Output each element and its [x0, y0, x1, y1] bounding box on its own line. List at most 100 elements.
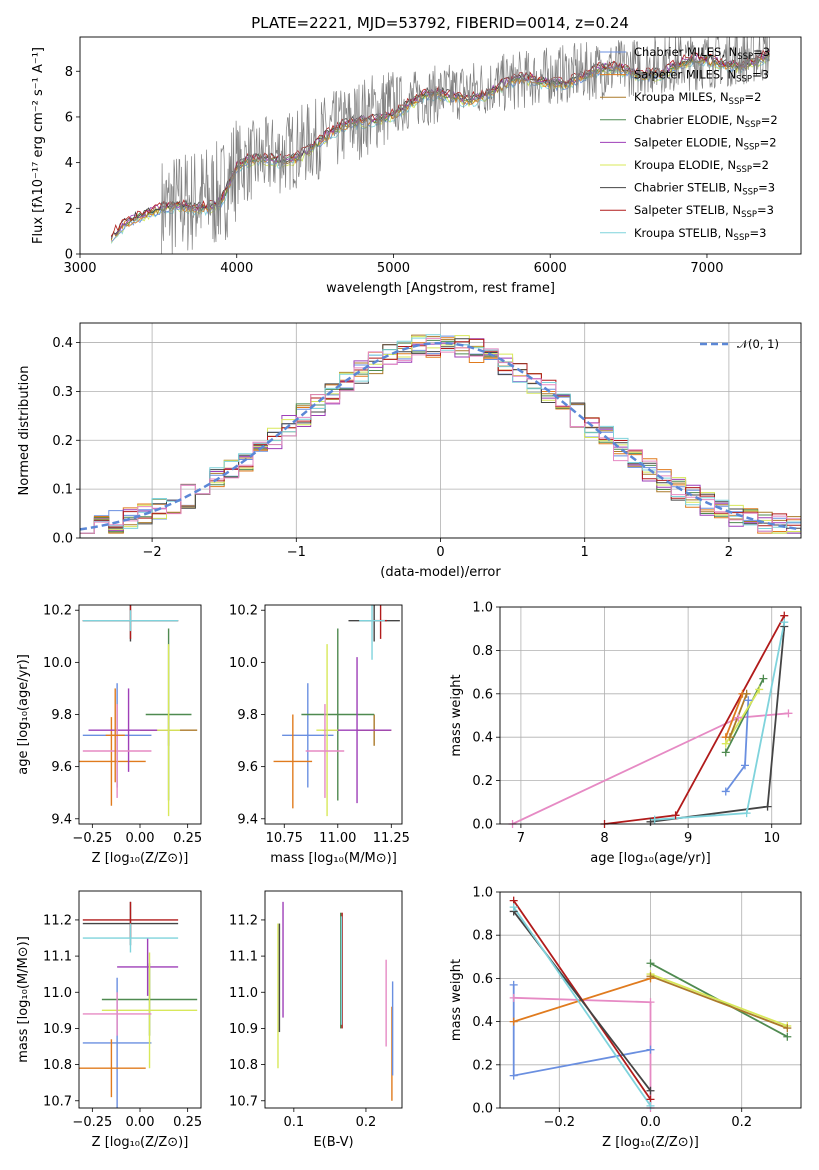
marker-km — [783, 1024, 792, 1033]
plot-area — [110, 37, 771, 254]
x-axis-label: (data-model)/error — [380, 565, 501, 580]
x-tick-label: 0.2 — [731, 1115, 752, 1130]
y-tick-label: 0.2 — [472, 1058, 493, 1073]
y-tick-label: 0.4 — [472, 731, 493, 746]
y-tick-label: 9.8 — [51, 708, 72, 723]
marker-ce — [721, 748, 730, 757]
axes-frame — [264, 890, 403, 1109]
observed-spectrum — [161, 37, 771, 254]
y-tick-label: 11.1 — [229, 950, 258, 965]
marker-pink — [784, 709, 793, 718]
marker-ke — [755, 685, 764, 694]
y-tick-label: 0.2 — [472, 774, 493, 789]
y-tick-label: 9.6 — [51, 760, 72, 775]
panel-residuals: −2 −1 0 1 2 0.0 0.1 0.2 0.3 0.4 (data-model)/error… — [17, 322, 802, 580]
y-axis-label: mass weight — [449, 674, 464, 756]
histogram-pink — [80, 337, 801, 534]
y-tick-label: 9.8 — [237, 708, 258, 723]
marker-cm — [740, 761, 749, 770]
x-tick-label: 6000 — [534, 261, 567, 276]
x-tick-label: 3000 — [63, 261, 96, 276]
y-tick-label: 10.7 — [229, 1094, 258, 1109]
marker-ks — [742, 809, 751, 818]
x-tick-label: 0.2 — [356, 1115, 377, 1130]
chart-layer: 3000 4000 5000 6000 7000 0 2 4 6 8 wavelength [Ang… — [16, 36, 802, 1150]
x-tick-label: 9 — [684, 831, 692, 846]
legend-label: Salpeter STELIB, NSSP=3 — [634, 203, 774, 220]
x-tick-label: 0.00 — [126, 1115, 155, 1130]
marker-cs — [646, 817, 655, 826]
y-tick-label: 11.0 — [43, 986, 72, 1001]
marker-cm — [509, 980, 518, 989]
y-tick-label: 10.0 — [43, 656, 72, 671]
x-tick-label: 8 — [600, 831, 608, 846]
y-tick-label: 10.8 — [229, 1058, 258, 1073]
x-tick-label: 0 — [436, 545, 444, 560]
legend-label: Chabrier MILES, NSSP=3 — [634, 45, 770, 62]
x-tick-label: 11.25 — [373, 831, 410, 846]
x-axis-label: Z [log₁₀(Z/Z⊙)] — [92, 851, 189, 866]
marker-km — [742, 689, 751, 698]
panel-spectrum: 3000 4000 5000 6000 7000 0 2 4 6 8 wavelength [Ang… — [31, 36, 802, 296]
y-tick-label: 10.7 — [43, 1094, 72, 1109]
y-tick-label: 11.0 — [229, 986, 258, 1001]
y-tick-label: 0.8 — [472, 929, 493, 944]
legend-label: Salpeter MILES, NSSP=3 — [634, 68, 769, 85]
x-tick-label: 0.1 — [283, 1115, 304, 1130]
legend-label: Salpeter ELODIE, NSSP=2 — [634, 135, 777, 152]
y-tick-label: 0.0 — [472, 818, 493, 833]
gaussian-curve — [80, 341, 801, 531]
marker-ks — [780, 618, 789, 627]
y-tick-label: 0.0 — [52, 532, 73, 547]
y-tick-label: 10.9 — [43, 1022, 72, 1037]
x-tick-label: 2 — [725, 545, 733, 560]
marker-cs — [646, 1086, 655, 1095]
legend-label: Kroupa ELODIE, NSSP=2 — [634, 158, 769, 175]
y-axis-label: Flux [fλ10⁻¹⁷ erg cm⁻² s⁻¹ A⁻¹] — [31, 47, 46, 244]
y-tick-label: 1.0 — [472, 886, 493, 901]
y-tick-label: 10.2 — [229, 604, 258, 619]
plot-area — [277, 901, 394, 1101]
y-tick-label: 1.0 — [472, 601, 493, 616]
y-tick-label: 10.2 — [43, 604, 72, 619]
y-axis-label: Normed distribution — [17, 366, 32, 496]
x-tick-label: 1 — [581, 545, 589, 560]
x-tick-label: 0.0 — [640, 1115, 661, 1130]
plot-area — [79, 901, 198, 1108]
x-tick-label: 7 — [517, 831, 525, 846]
x-axis-label: wavelength [Angstrom, rest frame] — [326, 281, 555, 296]
x-tick-label: 11.00 — [319, 831, 356, 846]
marker-ce — [783, 1032, 792, 1041]
marker-pink — [734, 713, 743, 722]
y-tick-label: 9.4 — [51, 812, 72, 827]
axes-frame — [264, 604, 403, 825]
marker-km — [646, 972, 655, 981]
x-tick-label: 7000 — [690, 261, 723, 276]
x-axis-label: mass [log₁₀(M/M⊙)] — [270, 851, 397, 866]
y-axis-label: mass [log₁₀(M/M⊙)] — [16, 936, 31, 1063]
x-tick-label: −1 — [287, 545, 306, 560]
marker-ce — [646, 959, 655, 968]
legend-label: Chabrier ELODIE, NSSP=2 — [634, 113, 778, 130]
marker-ks — [509, 903, 518, 912]
axes-frame — [78, 890, 202, 1109]
series-ke — [650, 973, 788, 1027]
marker-ks — [646, 1101, 655, 1110]
marker-cm — [744, 696, 753, 705]
y-tick-label: 2 — [65, 202, 73, 217]
y-tick-label: 8 — [65, 65, 73, 80]
legend-label: 𝒩(0, 1) — [737, 337, 779, 351]
legend-label: Chabrier STELIB, NSSP=3 — [634, 181, 775, 198]
x-axis-label: age [log₁₀(age/yr)] — [590, 851, 711, 866]
plot-area — [273, 605, 400, 817]
y-tick-label: 0.0 — [472, 1102, 493, 1117]
axes-frame — [499, 891, 802, 1109]
panel-massweight_vs_age: 7 8 9 10 0.0 0.2 0.4 0.6 0.8 1.0 age [log₁₀(age/yr… — [449, 601, 802, 866]
y-tick-label: 10.9 — [229, 1022, 258, 1037]
marker-ss — [671, 811, 680, 820]
panel-massweight_vs_Z: −0.2 0.0 0.2 0.0 0.2 0.4 0.6 0.8 1.0 Z [log₁₀(Z/Z… — [449, 886, 802, 1150]
y-tick-label: 0.1 — [52, 483, 73, 498]
marker-ks — [650, 815, 659, 824]
x-tick-label: 0.25 — [173, 831, 202, 846]
